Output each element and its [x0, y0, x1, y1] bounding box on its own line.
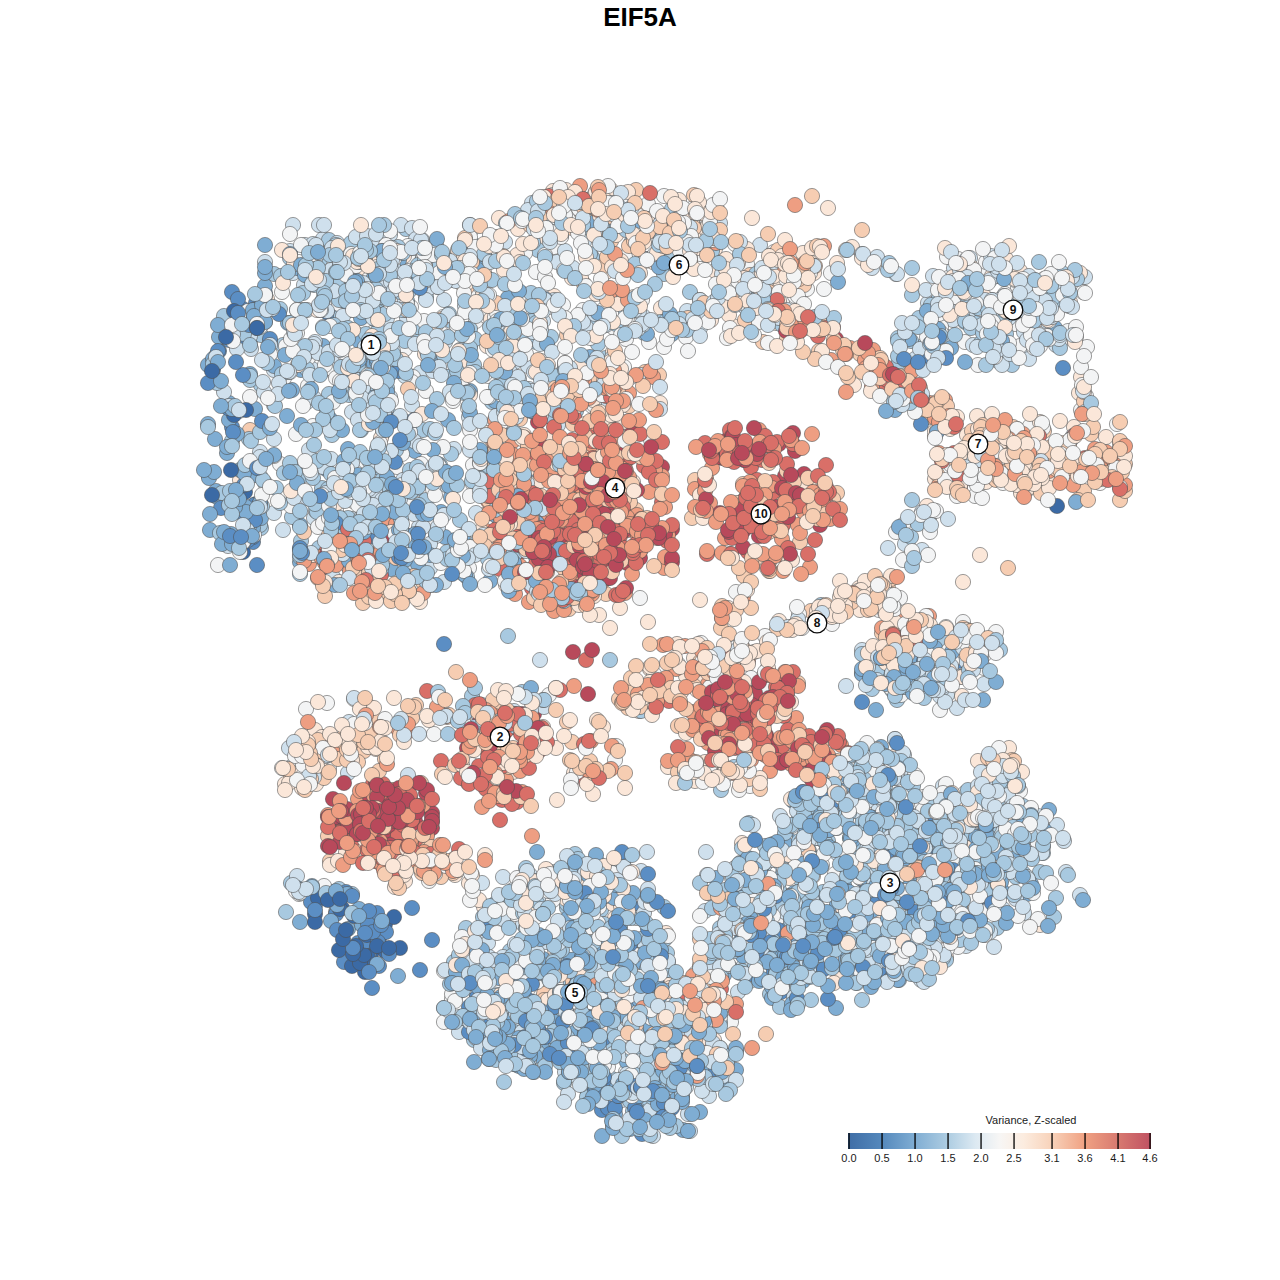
- svg-text:2.0: 2.0: [973, 1152, 988, 1164]
- svg-text:1: 1: [368, 338, 375, 352]
- svg-text:9: 9: [1010, 303, 1017, 317]
- svg-text:10: 10: [754, 507, 768, 521]
- svg-text:6: 6: [676, 258, 683, 272]
- svg-text:2.5: 2.5: [1006, 1152, 1021, 1164]
- svg-text:4: 4: [612, 481, 619, 495]
- svg-text:4.6: 4.6: [1142, 1152, 1157, 1164]
- svg-text:1.5: 1.5: [940, 1152, 955, 1164]
- svg-text:EIF5A: EIF5A: [603, 2, 677, 32]
- svg-text:7: 7: [975, 437, 982, 451]
- svg-text:3: 3: [887, 876, 894, 890]
- svg-text:2: 2: [497, 730, 504, 744]
- svg-text:3.1: 3.1: [1044, 1152, 1059, 1164]
- svg-text:0.5: 0.5: [874, 1152, 889, 1164]
- svg-text:Variance, Z-scaled: Variance, Z-scaled: [986, 1114, 1077, 1126]
- svg-text:4.1: 4.1: [1110, 1152, 1125, 1164]
- svg-text:3.6: 3.6: [1077, 1152, 1092, 1164]
- svg-text:8: 8: [814, 616, 821, 630]
- svg-text:5: 5: [572, 986, 579, 1000]
- svg-text:0.0: 0.0: [841, 1152, 856, 1164]
- svg-text:1.0: 1.0: [907, 1152, 922, 1164]
